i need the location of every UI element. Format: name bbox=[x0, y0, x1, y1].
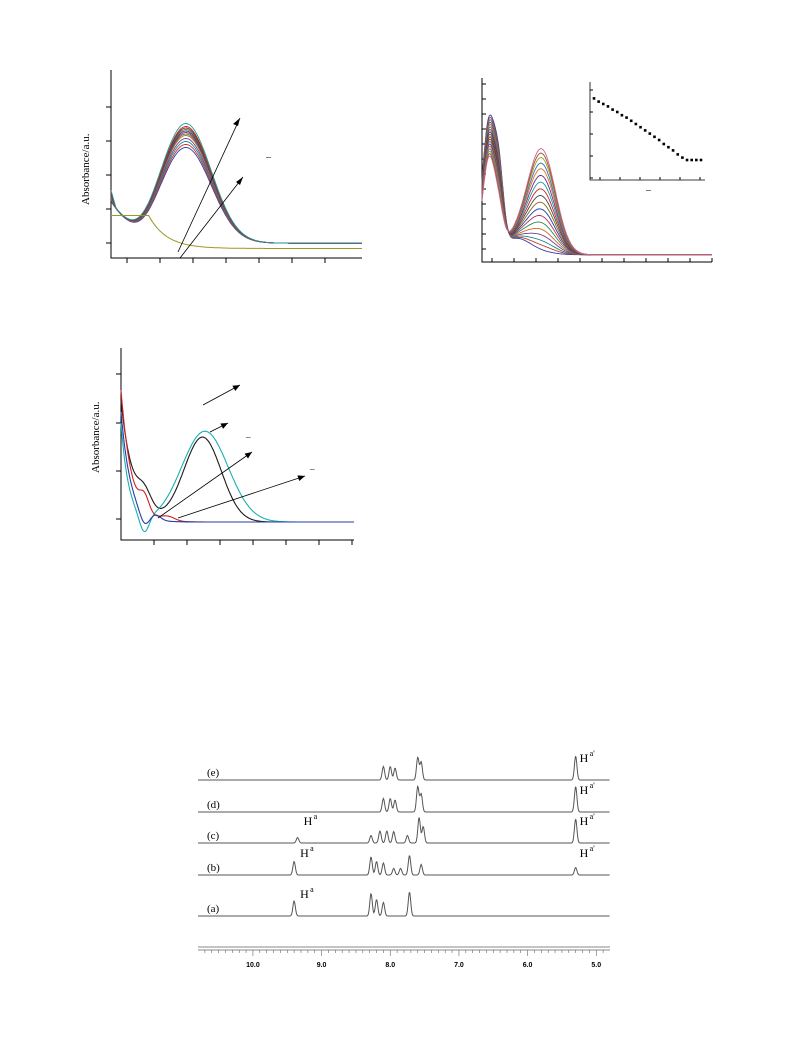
nmr-tick-labels: 10.0 9.0 8.0 7.0 6.0 5.0 bbox=[246, 962, 601, 969]
inset-point-b bbox=[657, 138, 661, 142]
nmr-peak-tag: H bbox=[580, 783, 589, 797]
inset-frame-b bbox=[589, 82, 705, 181]
inset-point-b bbox=[625, 116, 628, 119]
spectrum-curve-a bbox=[110, 129, 362, 244]
arrow-line-c bbox=[202, 384, 241, 406]
inset-point-b bbox=[643, 129, 647, 132]
arrow-line-c bbox=[177, 475, 306, 519]
nmr-tick-label: 10.0 bbox=[246, 962, 260, 969]
inset-point-b bbox=[606, 105, 610, 108]
nmr-trace bbox=[198, 785, 610, 813]
panel-a: Absorbance/a.u. – bbox=[0, 0, 380, 290]
arrow-line-a-1 bbox=[177, 117, 241, 253]
spectrum-curve-b bbox=[481, 148, 712, 256]
inset-point-b bbox=[611, 108, 614, 111]
nmr-trace bbox=[198, 892, 610, 917]
nmr-tick-label: 8.0 bbox=[385, 962, 395, 969]
inset-point-b bbox=[597, 100, 600, 103]
inset-point-b bbox=[634, 122, 638, 126]
y-axis-label-a: Absorbance/a.u. bbox=[80, 133, 92, 205]
inset-point-b bbox=[639, 125, 642, 129]
inset-point-b bbox=[629, 119, 633, 123]
inset-point-b bbox=[620, 113, 624, 117]
axis-frame-b bbox=[481, 78, 712, 263]
nmr-peak-tag: H bbox=[580, 846, 589, 860]
spectrum-curve-c bbox=[120, 389, 354, 523]
nmr-trace bbox=[198, 817, 610, 844]
inset-point-b bbox=[653, 135, 656, 139]
arrow-head-a-2 bbox=[236, 177, 243, 185]
arrow-line-a-2 bbox=[179, 176, 244, 259]
nmr-peak-tag-superscript: a' bbox=[590, 812, 596, 821]
nmr-trace-label: (a) bbox=[207, 903, 220, 915]
inset-point-b bbox=[695, 158, 698, 162]
nmr-peak-tag: H bbox=[300, 846, 309, 860]
spectrum-curve-b bbox=[481, 152, 712, 256]
inset-point-b bbox=[615, 110, 619, 114]
nmr-tick-label: 6.0 bbox=[523, 962, 533, 969]
inset-marker-b: – bbox=[646, 185, 651, 196]
arrow-head-c bbox=[244, 452, 252, 459]
panel-c: Absorbance/a.u. – – bbox=[0, 340, 386, 560]
panel-b: – bbox=[470, 70, 730, 280]
inset-point-b bbox=[592, 97, 596, 100]
inset-point-b bbox=[681, 156, 684, 159]
nmr-peak-tag-superscript: a bbox=[310, 844, 314, 853]
nmr-trace-label: (e) bbox=[207, 767, 220, 779]
inset-point-b bbox=[690, 158, 693, 162]
uv-vis-chart-a bbox=[106, 70, 362, 263]
blank-curve-a bbox=[111, 215, 362, 249]
spectrum-curve-a bbox=[110, 123, 362, 244]
nmr-peak-tag-superscript: a bbox=[314, 812, 318, 821]
nmr-peak-tag-superscript: a bbox=[310, 885, 314, 894]
arrow-head-c bbox=[220, 423, 228, 429]
axis-frame-a bbox=[110, 70, 362, 259]
inset-point-b bbox=[671, 149, 675, 152]
inset-point-b bbox=[662, 142, 666, 146]
inset-point-b bbox=[648, 132, 652, 135]
nmr-tick-label: 9.0 bbox=[317, 962, 327, 969]
uv-vis-chart-b bbox=[481, 78, 713, 263]
nmr-peak-tag-superscript: a' bbox=[590, 749, 596, 758]
marker-a: – bbox=[266, 152, 271, 163]
nmr-peak-tag: H bbox=[580, 814, 589, 828]
nmr-peak-tag: H bbox=[580, 751, 589, 765]
spectrum-curve-b bbox=[481, 148, 712, 256]
spectrum-curve-b bbox=[481, 150, 712, 256]
arrow-head-c bbox=[232, 385, 240, 391]
arrow-head-c bbox=[297, 475, 305, 482]
arrow-head-a-1 bbox=[233, 118, 240, 126]
inset-point-b bbox=[676, 153, 680, 156]
inset-point-b bbox=[602, 102, 605, 106]
nmr-tick-label: 7.0 bbox=[454, 962, 464, 969]
nmr-peak-tag-superscript: a' bbox=[590, 844, 596, 853]
marker-c-1: – bbox=[246, 432, 251, 442]
inset-point-b bbox=[699, 158, 703, 162]
nmr-peak-tag-superscript: a' bbox=[590, 781, 596, 790]
nmr-trace bbox=[198, 755, 610, 781]
marker-c-2: – bbox=[310, 464, 315, 474]
nmr-peak-tag: H bbox=[304, 814, 313, 828]
spectrum-curve-c bbox=[120, 400, 354, 523]
nmr-trace bbox=[198, 855, 610, 876]
inset-point-b bbox=[667, 145, 670, 149]
uv-vis-chart-c bbox=[116, 348, 386, 545]
nmr-trace-label: (c) bbox=[207, 830, 220, 842]
nmr-trace-label: (d) bbox=[207, 799, 220, 811]
arrow-line-c bbox=[157, 451, 253, 519]
inset-point-b bbox=[685, 158, 689, 162]
y-axis-label-c: Absorbance/a.u. bbox=[90, 401, 102, 473]
nmr-peak-tag: H bbox=[300, 887, 309, 901]
nmr-trace-label: (b) bbox=[207, 862, 220, 874]
nmr-tick-label: 5.0 bbox=[591, 962, 601, 969]
